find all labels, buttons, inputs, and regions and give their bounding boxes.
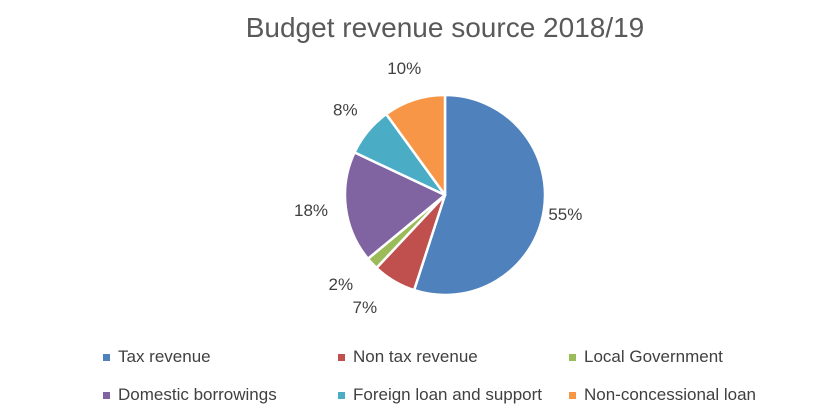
legend-item-foreign-loan-and-support: Foreign loan and support [338, 385, 542, 405]
legend-label: Non tax revenue [353, 347, 478, 366]
legend-label: Foreign loan and support [353, 385, 543, 404]
legend-item-local-government: Local Government [569, 347, 723, 367]
data-label: 55% [548, 205, 582, 224]
legend-swatch [338, 353, 345, 361]
legend-swatch [569, 353, 576, 361]
legend-label: Local Government [584, 347, 723, 366]
chart-title: Budget revenue source 2018/19 [245, 12, 645, 43]
legend-swatch [569, 391, 576, 399]
data-label: 7% [353, 298, 378, 317]
legend-item-non-concessional-loan: Non-concessional loan [569, 385, 756, 405]
data-label: 18% [294, 201, 328, 220]
data-label: 10% [387, 59, 421, 78]
pie-slice-tax-revenue [412, 93, 547, 297]
legend-label: Domestic borrowings [118, 385, 277, 404]
legend-item-tax-revenue: Tax revenue [103, 347, 211, 367]
pie-slice-domestic-borrowings [343, 151, 447, 260]
data-label: 2% [328, 275, 353, 294]
legend-swatch [338, 391, 345, 399]
legend-item-non-tax-revenue: Non tax revenue [338, 347, 478, 367]
data-label: 8% [333, 100, 358, 119]
legend-label: Non-concessional loan [584, 385, 756, 404]
pie-slice-non-concessional-loan [384, 93, 447, 197]
legend-swatch [103, 391, 110, 399]
legend-item-domestic-borrowings: Domestic borrowings [103, 385, 277, 405]
legend-swatch [103, 353, 110, 361]
legend-label: Tax revenue [118, 347, 211, 366]
